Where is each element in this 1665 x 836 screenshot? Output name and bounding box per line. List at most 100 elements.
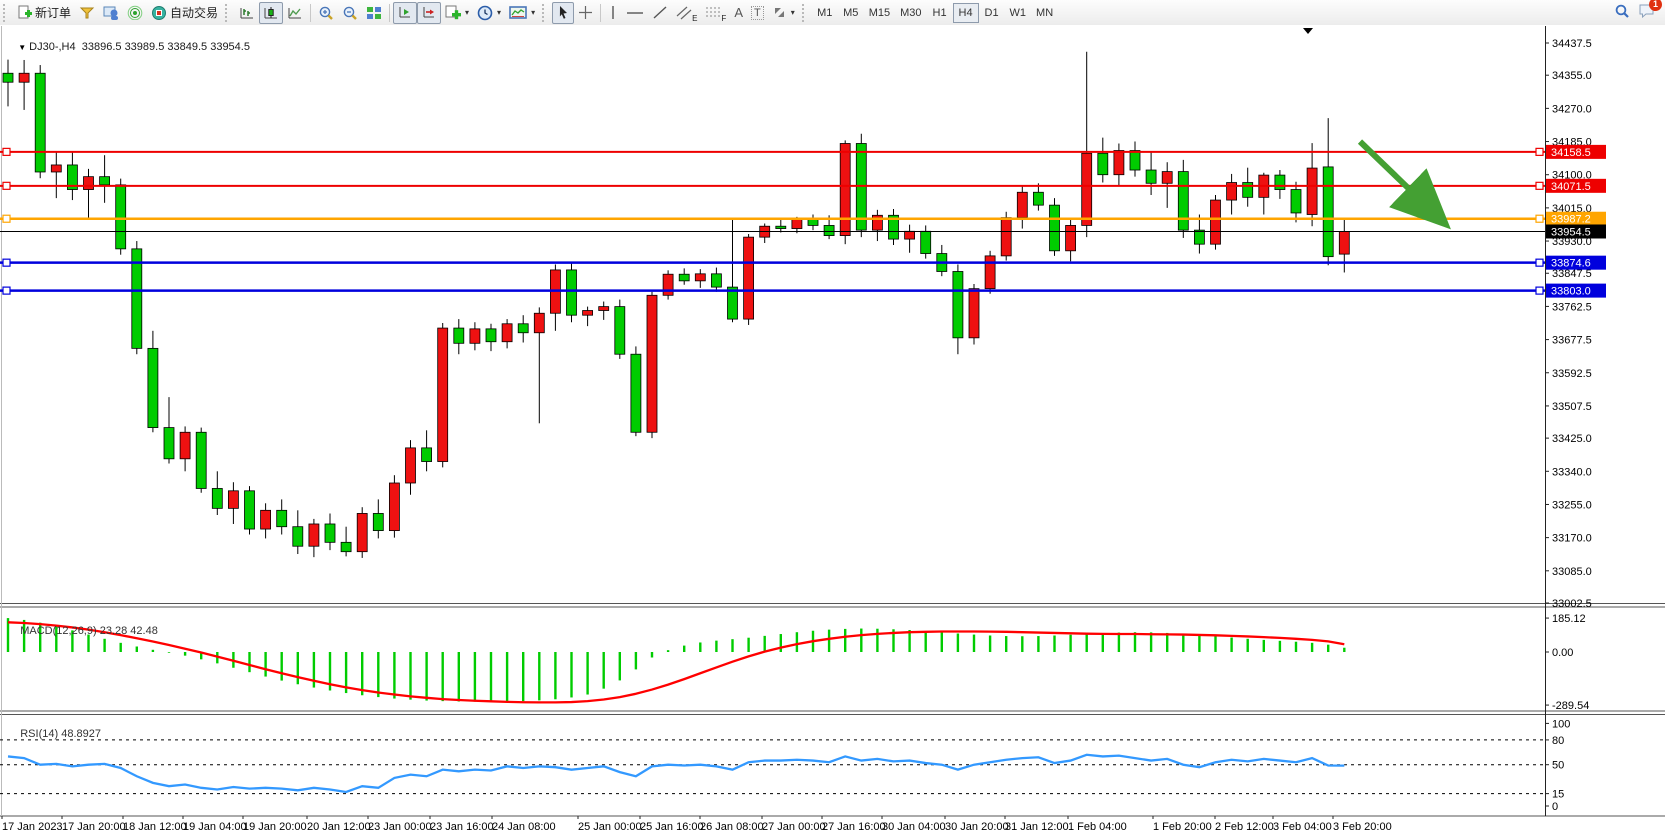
template-icon [509,5,527,20]
text-button[interactable]: A [730,2,747,24]
timeframe-mn-button[interactable]: MN [1031,3,1058,23]
horizontal-line-button[interactable] [622,2,648,24]
toolbar-drag-handle[interactable] [542,3,549,22]
channel-button[interactable]: E [672,2,701,24]
line-endpoint-marker[interactable] [1535,286,1544,295]
line-endpoint-marker[interactable] [2,214,11,223]
auto-scroll-button[interactable] [393,1,418,24]
price-tick-label: 33762.5 [1552,301,1592,313]
timeframe-m15-button[interactable]: M15 [864,3,895,23]
price-badge-label: 33874.6 [1551,258,1591,270]
price-badge-label: 34158.5 [1551,147,1591,159]
chart-canvas[interactable]: 34437.534355.034270.034185.034100.034015… [0,25,1665,836]
candlestick-chart-button[interactable] [259,1,284,24]
timeframe-m30-button[interactable]: M30 [895,3,926,23]
price-tick-label: 33425.0 [1552,433,1592,445]
timeframe-m5-button[interactable]: M5 [838,3,864,23]
auto-trading-button[interactable]: 自动交易 [147,2,222,24]
candle-body [533,312,545,334]
line-endpoint-marker[interactable] [1535,258,1544,267]
candle-body [823,225,835,236]
period-button[interactable]: ▾ [473,2,505,24]
price-tick-label: 33507.5 [1552,401,1592,413]
candle-body [34,72,46,173]
chart-window[interactable]: 34437.5 34355.0 34270.0 34185.0 34100.0 34015… [0,25,1665,836]
trend-arrow[interactable] [1357,139,1451,230]
price-badge [1546,283,1606,298]
time-tick-label: 1 Feb 04:00 [1068,821,1127,833]
line-endpoint-marker[interactable] [1535,181,1544,190]
horizontal-line-icon [626,5,644,20]
rsi-tick-label: 50 [1552,760,1564,772]
cursor-button[interactable] [552,1,575,24]
time-tick-label: 27 Jan 16:00 [822,821,886,833]
candle-body [324,523,336,543]
time-tick-label: 20 Jan 12:00 [307,821,371,833]
line-endpoint-marker[interactable] [1535,214,1544,223]
candle-body [18,72,30,83]
zoom-out-button[interactable] [338,2,362,24]
candlestick-icon [263,5,279,20]
depth-button[interactable] [75,2,99,24]
zoom-in-button[interactable] [314,2,338,24]
collapse-triangle-icon[interactable]: ▼ [18,43,27,52]
market-watch-button[interactable] [99,2,123,24]
vertical-line-button[interactable] [604,2,622,24]
line-endpoint-marker[interactable] [2,147,11,156]
chart-ohlc-values: 33896.5 33989.5 33849.5 33954.5 [81,41,250,53]
timeframe-d1-button[interactable]: D1 [979,3,1005,23]
signals-button[interactable] [123,2,147,24]
fibonacci-button[interactable]: F [701,2,730,24]
candle-body [694,273,706,282]
price-badge [1546,211,1606,226]
line-endpoint-marker[interactable] [2,258,11,267]
price-tick-label: 34355.0 [1552,70,1592,82]
template-button[interactable]: ▾ [505,2,539,24]
price-tick-label: 33255.0 [1552,499,1592,511]
new-chart-button[interactable]: ▾ [441,2,473,24]
trendline-button[interactable] [648,2,672,24]
toolbar-drag-handle[interactable] [3,3,10,22]
line-endpoint-marker[interactable] [2,286,11,295]
bar-chart-button[interactable] [235,2,259,24]
timeframe-toolbar: M1 M5 M15 M30 H1 H4 D1 W1 MN [812,2,1058,23]
toolbar-drag-handle[interactable] [801,3,809,22]
new-order-button[interactable]: 新订单 [13,2,75,24]
candle-body [308,523,320,547]
candle-body [276,509,288,528]
trendline-icon [652,5,668,20]
candle-body [1016,191,1028,219]
rsi-line [7,753,1345,794]
chart-shift-button[interactable] [417,1,442,24]
chat-button[interactable]: 1 [1638,0,1662,22]
candle-body [131,248,143,349]
zoom-out-icon [342,5,358,21]
text-label-button[interactable]: T [747,2,768,24]
timeframe-w1-button[interactable]: W1 [1005,3,1032,23]
price-badge [1546,224,1606,239]
timeframe-h4-button[interactable]: H4 [952,2,979,23]
price-tick-label: 33170.0 [1552,533,1592,545]
line-endpoint-marker[interactable] [1535,147,1544,156]
text-icon: A [734,5,743,20]
line-endpoint-marker[interactable] [2,181,11,190]
rsi-tick-label: 0 [1552,801,1558,813]
search-icon[interactable] [1614,3,1630,22]
price-tick-label: 33340.0 [1552,466,1592,478]
macd-panel: 185.12 0.00 -289.54 [6,613,1589,712]
timeframe-h1-button[interactable]: H1 [927,3,953,23]
tile-windows-button[interactable] [362,2,386,24]
arrows-button[interactable]: ▾ [768,2,799,24]
line-chart-button[interactable] [283,2,307,24]
candle-body [1274,174,1286,190]
candle-body [83,176,94,190]
crosshair-button[interactable] [574,2,597,24]
candle-body [469,328,481,344]
toolbar-drag-handle[interactable] [225,3,232,22]
shift-marker-icon[interactable] [1303,28,1313,34]
candle-body [630,353,642,433]
timeframe-m1-button[interactable]: M1 [812,3,838,23]
price-axis: 34437.534355.034270.034185.034100.034015… [1545,38,1606,610]
candle-body [147,347,159,428]
